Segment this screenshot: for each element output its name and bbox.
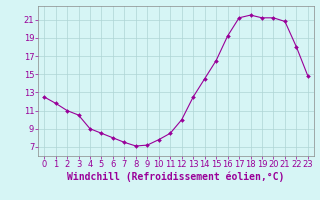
X-axis label: Windchill (Refroidissement éolien,°C): Windchill (Refroidissement éolien,°C): [67, 172, 285, 182]
